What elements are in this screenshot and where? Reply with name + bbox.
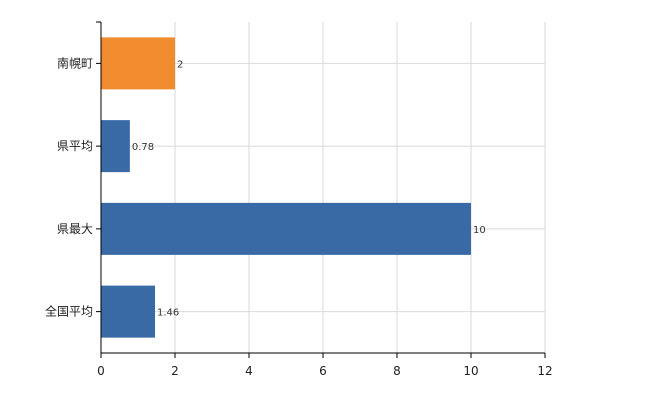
data-labels: 2 0.78 10 1.46 — [132, 59, 486, 318]
x-tick-label: 2 — [171, 364, 179, 378]
data-label: 10 — [473, 225, 486, 236]
data-label: 2 — [177, 59, 183, 70]
x-axis-ticks: 0 2 4 6 8 10 12 — [96, 21, 553, 378]
bar — [101, 120, 130, 173]
x-tick-label: 0 — [97, 364, 105, 378]
data-label: 1.46 — [157, 308, 179, 319]
bar — [101, 285, 156, 338]
category-label: 県平均 — [57, 139, 93, 153]
category-label: 全国平均 — [45, 304, 93, 319]
x-tick-label: 6 — [319, 364, 327, 378]
x-tick-label: 10 — [463, 364, 478, 378]
category-label: 県最大 — [57, 222, 93, 236]
x-tick-label: 8 — [393, 364, 401, 378]
bars — [101, 37, 471, 338]
bar — [101, 202, 471, 255]
category-label: 南幌町 — [57, 55, 93, 70]
bar — [101, 37, 175, 90]
data-label: 0.78 — [132, 142, 154, 153]
x-tick-label: 4 — [245, 364, 253, 378]
x-tick-label: 12 — [537, 364, 552, 378]
